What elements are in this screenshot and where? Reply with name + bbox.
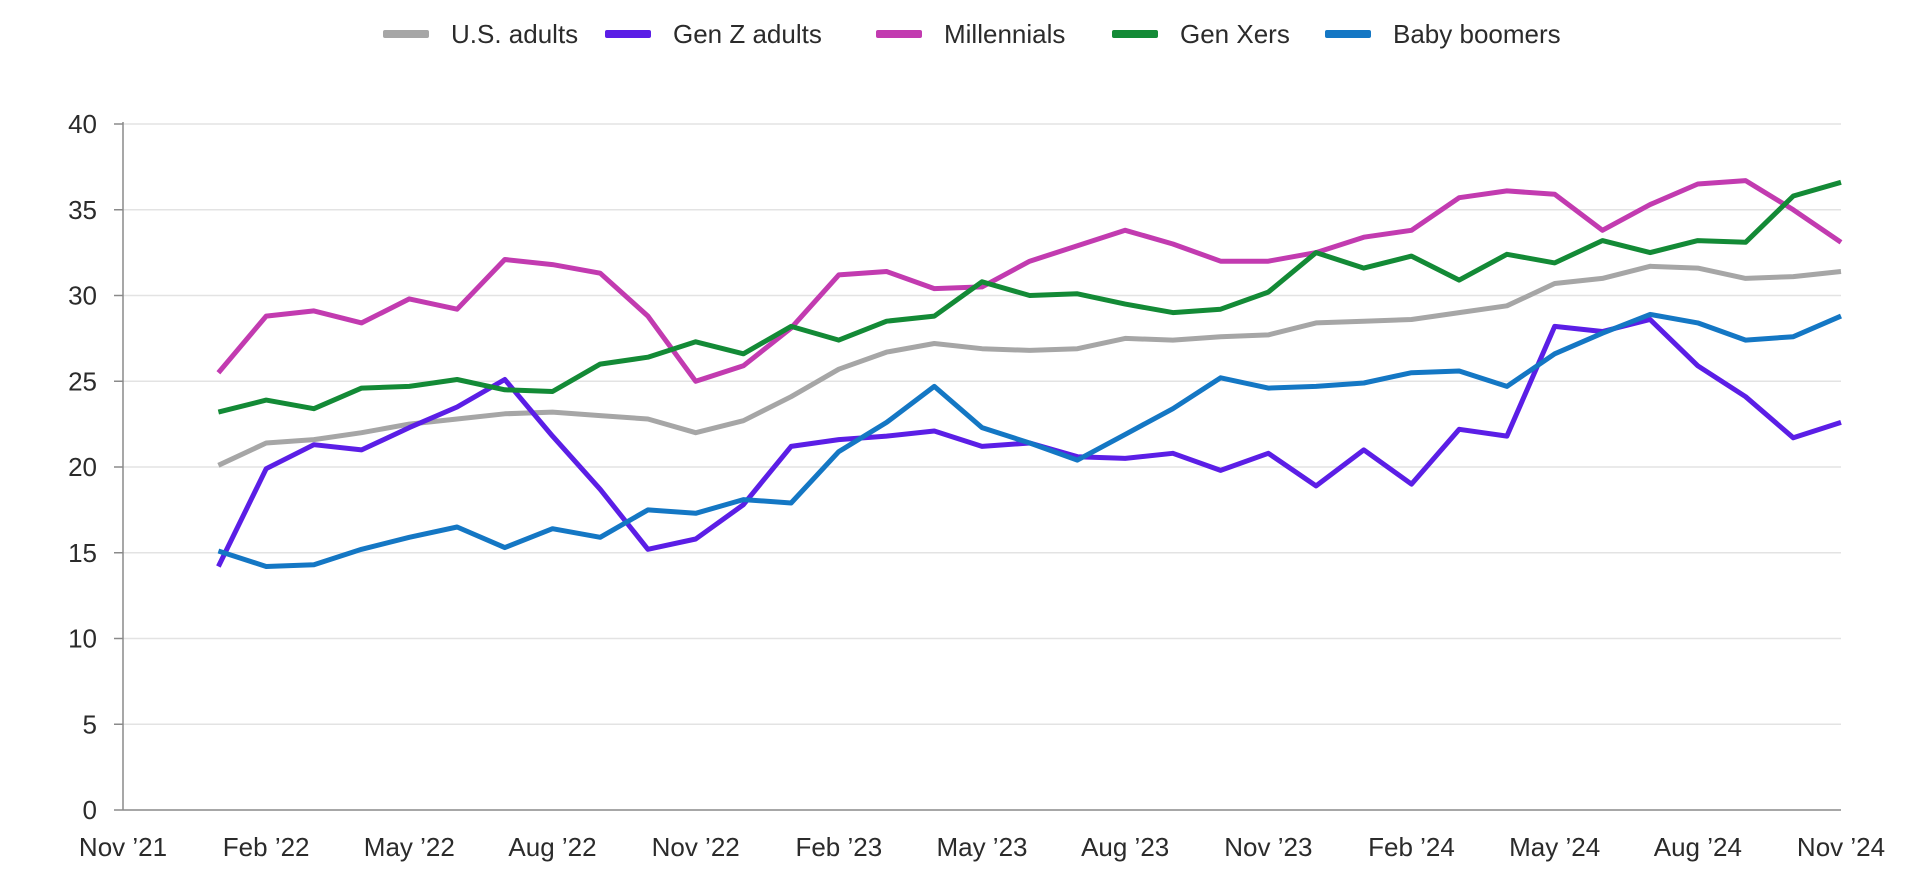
chart-legend: U.S. adults Gen Z adults Millennials Gen… bbox=[0, 14, 1920, 54]
legend-item-gen-xers: Gen Xers bbox=[1112, 14, 1290, 54]
y-tick-label-10: 10 bbox=[68, 624, 97, 654]
legend-label-us-adults: U.S. adults bbox=[451, 18, 579, 49]
legend-swatch-gen-xers bbox=[1112, 30, 1158, 38]
series-line-millennials bbox=[216, 178, 1843, 384]
series-line-baby-boomers bbox=[217, 311, 1842, 569]
legend-swatch-baby-boomers bbox=[1325, 30, 1371, 38]
legend-label-gen-z-adults: Gen Z adults bbox=[673, 18, 822, 49]
y-tick-label-40: 40 bbox=[68, 109, 97, 139]
legend-item-baby-boomers: Baby boomers bbox=[1325, 14, 1561, 54]
x-tick-label-2: May ’22 bbox=[364, 832, 455, 862]
x-tick-label-0: Nov ’21 bbox=[79, 832, 167, 862]
y-tick-label-30: 30 bbox=[68, 281, 97, 311]
x-tick-label-6: May ’23 bbox=[936, 832, 1027, 862]
series-line-u-s-adults bbox=[217, 263, 1842, 468]
x-tick-label-8: Nov ’23 bbox=[1224, 832, 1312, 862]
series-line-gen-xers bbox=[217, 179, 1842, 415]
y-tick-label-35: 35 bbox=[68, 195, 97, 225]
legend-label-gen-xers: Gen Xers bbox=[1180, 18, 1290, 49]
x-tick-label-9: Feb ’24 bbox=[1368, 832, 1455, 862]
x-tick-label-7: Aug ’23 bbox=[1081, 832, 1169, 862]
legend-swatch-us-adults bbox=[383, 30, 429, 38]
legend-item-gen-z-adults: Gen Z adults bbox=[605, 14, 822, 54]
x-tick-label-5: Feb ’23 bbox=[795, 832, 882, 862]
legend-item-millennials: Millennials bbox=[876, 14, 1065, 54]
legend-swatch-millennials bbox=[876, 30, 922, 38]
x-tick-label-12: Nov ’24 bbox=[1797, 832, 1885, 862]
y-tick-label-5: 5 bbox=[83, 709, 97, 739]
x-tick-label-1: Feb ’22 bbox=[223, 832, 310, 862]
y-tick-label-25: 25 bbox=[68, 366, 97, 396]
x-tick-label-3: Aug ’22 bbox=[508, 832, 596, 862]
legend-swatch-gen-z-adults bbox=[605, 30, 651, 38]
legend-item-us-adults: U.S. adults bbox=[383, 14, 578, 54]
x-tick-label-10: May ’24 bbox=[1509, 832, 1600, 862]
x-tick-label-11: Aug ’24 bbox=[1654, 832, 1742, 862]
y-tick-label-15: 15 bbox=[68, 538, 97, 568]
x-tick-label-4: Nov ’22 bbox=[652, 832, 740, 862]
y-tick-label-20: 20 bbox=[68, 452, 97, 482]
legend-label-baby-boomers: Baby boomers bbox=[1393, 18, 1561, 49]
y-tick-label-0: 0 bbox=[83, 795, 97, 825]
legend-label-millennials: Millennials bbox=[944, 18, 1066, 49]
